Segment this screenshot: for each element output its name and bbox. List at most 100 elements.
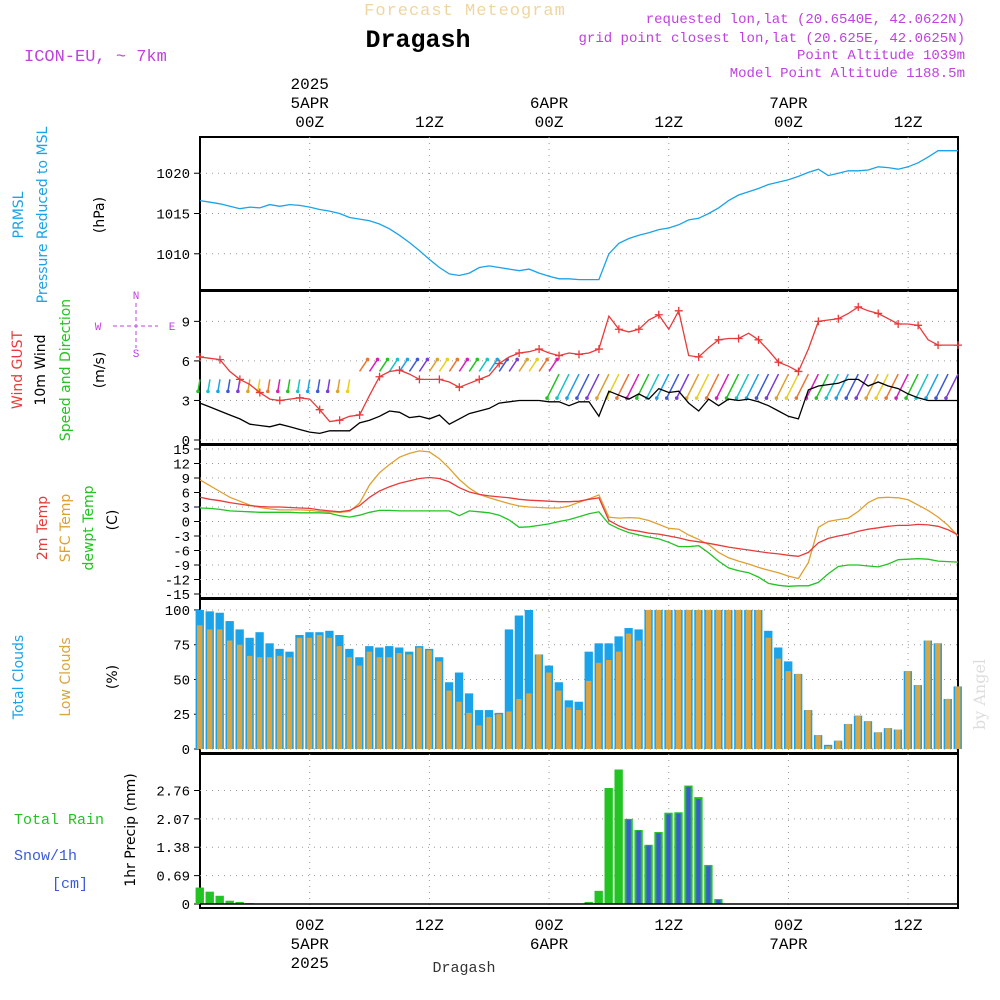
- low-cloud-bar-66: [855, 715, 861, 749]
- top-time-label-0-0: 2025: [291, 76, 329, 94]
- footer-location: Dragash: [432, 960, 495, 977]
- low-cloud-bar-65: [845, 723, 851, 749]
- wind-arrow-58: [765, 373, 780, 399]
- low-cloud-bar-22: [416, 647, 422, 749]
- low-cloud-bar-1: [207, 629, 213, 749]
- low-cloud-bar-61: [805, 710, 811, 749]
- rain-bar-40: [594, 890, 603, 904]
- wind-arrow-19: [388, 359, 399, 372]
- wind-arrow-5: [247, 379, 251, 392]
- low-cloud-bar-0: [197, 625, 203, 749]
- gust-marker-56: [754, 335, 763, 344]
- wind-arrow-49: [676, 373, 690, 399]
- model-altitude: Model Point Altitude 1188.5m: [730, 66, 965, 82]
- gust-marker-36: [555, 351, 564, 360]
- wind-arrow-12: [316, 379, 321, 392]
- wind-arrow-20: [398, 359, 409, 372]
- wind-arrow-75: [935, 373, 949, 399]
- wind-arrowhead-63: [814, 396, 819, 400]
- low-cloud-bar-29: [486, 717, 492, 749]
- wind-arrowhead-47: [654, 396, 659, 400]
- wind-arrow-47: [656, 373, 670, 399]
- low-cloud-bar-40: [596, 662, 602, 749]
- chart-subtitle: Forecast Meteogram: [364, 2, 566, 21]
- low-cloud-bar-30: [496, 714, 502, 749]
- rain-bar-4: [235, 901, 244, 904]
- wind-arrowhead-17: [375, 357, 380, 362]
- wind-arrowhead-1: [206, 389, 210, 394]
- wind-arrowhead-36: [545, 396, 549, 400]
- precip-ylabel-1: Total Rain: [14, 812, 104, 829]
- gust-marker-10: [295, 393, 304, 402]
- wind-arrow-36: [546, 373, 560, 399]
- snow-bar-51: [706, 866, 711, 904]
- wind-arrow-13: [326, 379, 331, 392]
- top-time-label-2-1: 00Z: [535, 114, 564, 132]
- low-cloud-bar-62: [815, 735, 821, 749]
- wind-arrow-6: [257, 379, 261, 392]
- low-cloud-bar-67: [865, 721, 871, 749]
- wind-arrow-21: [408, 359, 419, 372]
- rain-bar-41: [604, 788, 613, 904]
- wind-arrowhead-34: [545, 357, 549, 362]
- low-cloud-bar-32: [516, 698, 522, 749]
- precip-ylabel-3: [cm]: [52, 876, 88, 893]
- wind-arrowhead-41: [595, 396, 599, 400]
- wind-arrow-30: [498, 359, 508, 372]
- pressure-ytick-label-1: 1015: [156, 208, 190, 224]
- wind-arrow-42: [606, 373, 620, 399]
- wind-arrowhead-3: [226, 389, 230, 394]
- low-cloud-bar-72: [915, 685, 921, 749]
- top-time-label-1-0: 12Z: [415, 114, 444, 132]
- precip-ylabel-2: Snow/1h: [14, 848, 77, 865]
- low-cloud-bar-27: [466, 712, 472, 749]
- gust-marker-8: [275, 396, 284, 405]
- wind-arrowhead-29: [495, 357, 500, 362]
- wind-arrow-28: [478, 359, 488, 372]
- bottom-time-label-2-0: 00Z: [535, 917, 564, 935]
- wind-arrow-74: [925, 373, 939, 399]
- wind-arrow-18: [378, 359, 389, 372]
- wind-arrow-37: [556, 373, 570, 399]
- bottom-time-label-0-2: 2025: [291, 955, 329, 973]
- low-cloud-bar-76: [955, 686, 961, 749]
- wind-arrowhead-20: [405, 357, 410, 362]
- low-cloud-bar-41: [605, 660, 612, 749]
- bottom-time-label-0-1: 5APR: [291, 936, 330, 954]
- clouds-ytick-label-0: 0: [182, 743, 190, 759]
- low-cloud-bar-37: [566, 707, 572, 749]
- gust-marker-38: [575, 350, 583, 359]
- wind-arrow-34: [538, 359, 548, 372]
- gust-marker-74: [934, 341, 943, 350]
- bottom-time-label-5-0: 12Z: [894, 917, 923, 935]
- gust-marker-68: [874, 309, 883, 318]
- wind-arrow-16: [358, 359, 369, 372]
- wind-arrow-2: [217, 379, 221, 392]
- wind-arrow-43: [616, 373, 630, 399]
- wind-arrowhead-69: [874, 396, 878, 400]
- wind-arrowhead-52: [704, 396, 709, 400]
- wind-ytick-label-0: 0: [182, 434, 190, 450]
- wind-arrowhead-18: [385, 357, 390, 362]
- wind-arrow-68: [865, 373, 879, 399]
- gust-marker-4: [235, 375, 244, 384]
- wind-arrowhead-10: [295, 389, 300, 394]
- wind-arrowhead-8: [275, 389, 280, 394]
- low-cloud-bar-63: [825, 746, 831, 749]
- wind-arrowhead-49: [674, 396, 679, 400]
- low-cloud-bar-6: [256, 657, 263, 749]
- low-cloud-bar-47: [665, 609, 672, 749]
- wind-arrowhead-43: [615, 396, 619, 400]
- wind-arrow-32: [518, 359, 528, 372]
- gust-line: [199, 306, 958, 423]
- clouds-ytick-label-1: 25: [173, 708, 190, 724]
- wind-arrowhead-57: [754, 396, 759, 400]
- compass-w: W: [95, 322, 102, 334]
- wind-ytick-label-2: 6: [182, 355, 190, 371]
- snow-bar-49: [686, 786, 691, 904]
- wind-arrow-26: [458, 359, 468, 372]
- low-cloud-bar-28: [476, 725, 482, 749]
- gust-marker-54: [734, 334, 743, 343]
- temp-ytick-label-10: 15: [173, 443, 190, 459]
- low-cloud-bar-13: [326, 637, 333, 749]
